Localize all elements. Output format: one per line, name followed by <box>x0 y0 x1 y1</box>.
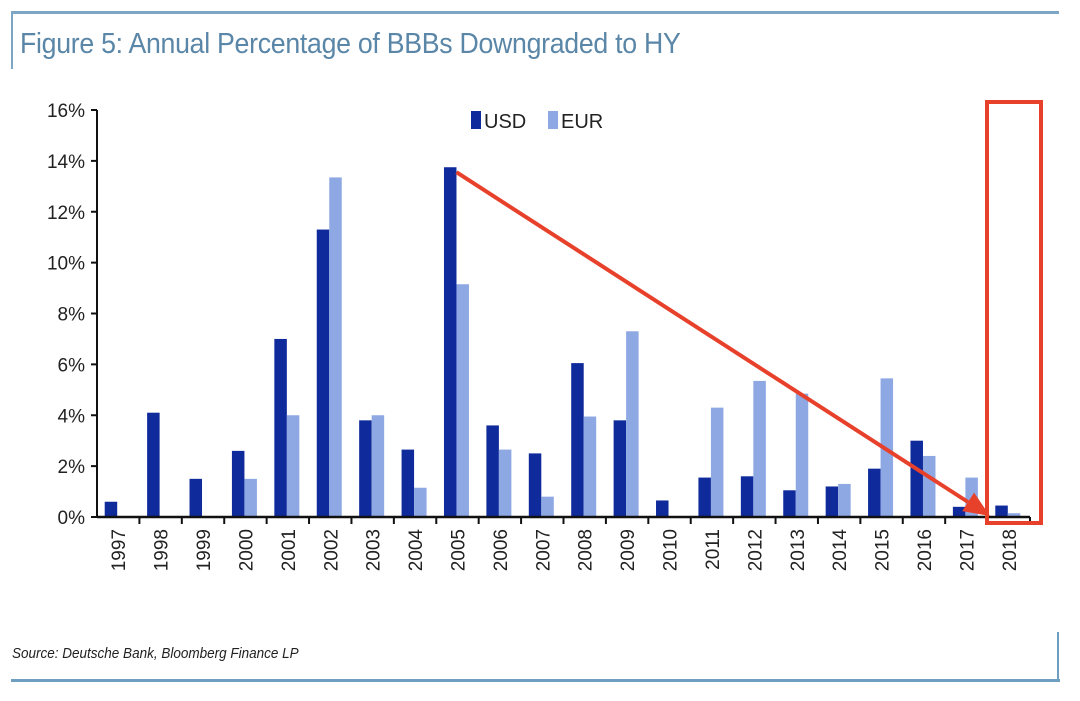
bar-eur-2002 <box>329 177 342 518</box>
bar-eur-2007 <box>541 496 554 517</box>
bar-usd-2014 <box>825 486 839 517</box>
bar-usd-2007 <box>528 453 542 517</box>
bar-usd-2017 <box>952 506 966 517</box>
bar-usd-2010 <box>656 500 669 517</box>
frame-bottom-rule <box>11 679 1060 682</box>
bar-eur-2006 <box>498 449 512 517</box>
x-tick-label: 1999 <box>194 529 215 571</box>
bar-usd-2015 <box>868 468 881 517</box>
x-tick-label: 2011 <box>703 529 724 570</box>
x-tick-label: 2000 <box>236 529 257 571</box>
bar-usd-2002 <box>316 229 330 517</box>
x-tick-label: 2012 <box>745 529 766 571</box>
x-tick-label: 2009 <box>618 529 639 571</box>
bar-eur-2009 <box>626 331 639 517</box>
y-tick-label: 4% <box>58 406 86 427</box>
bar-usd-2006 <box>486 425 499 517</box>
y-tick-label: 2% <box>58 457 86 478</box>
bar-eur-2005 <box>456 284 469 517</box>
chart-title: Figure 5: Annual Percentage of BBBs Down… <box>20 28 681 60</box>
x-tick-label: 2002 <box>321 529 342 571</box>
legend-label-eur: EUR <box>561 111 603 133</box>
bar-eur-2004 <box>414 487 427 517</box>
bar-usd-2003 <box>359 420 372 517</box>
bar-usd-2008 <box>571 363 584 517</box>
bar-usd-2016 <box>910 440 923 517</box>
y-tick-label: 10% <box>47 254 85 275</box>
y-tick-label: 12% <box>47 203 85 224</box>
y-tick-label: 0% <box>58 508 86 529</box>
x-tick-label: 2005 <box>448 529 469 571</box>
bar-eur-2012 <box>753 380 766 517</box>
bar-usd-2005 <box>443 167 457 517</box>
legend-swatch-eur <box>548 111 558 129</box>
bar-eur-2018 <box>1007 513 1021 517</box>
bar-usd-1999 <box>189 478 203 517</box>
bar-usd-2009 <box>613 420 627 517</box>
bar-usd-2001 <box>274 338 287 517</box>
frame-left-rule <box>11 11 13 69</box>
y-tick-label: 6% <box>58 355 86 376</box>
source-note: Source: Deutsche Bank, Bloomberg Finance… <box>12 645 299 662</box>
x-tick-label: 2004 <box>406 529 427 572</box>
bar-usd-2012 <box>740 476 754 517</box>
legend-swatch-usd <box>471 111 481 129</box>
x-tick-label: 1997 <box>109 529 130 571</box>
highlight-box-2018 <box>985 100 1043 525</box>
bar-usd-1997 <box>104 501 118 517</box>
x-tick-label: 2016 <box>915 529 936 571</box>
bar-eur-2000 <box>244 478 257 517</box>
bar-eur-2014 <box>838 483 851 517</box>
x-tick-label: 2007 <box>533 529 554 571</box>
bar-usd-2000 <box>231 450 245 517</box>
bar-usd-2011 <box>698 477 711 517</box>
x-tick-label: 2008 <box>576 529 597 571</box>
bar-eur-2008 <box>583 416 597 517</box>
bar-usd-2018 <box>995 505 1008 517</box>
x-tick-label: 2001 <box>279 529 300 571</box>
frame-top-rule <box>11 11 1059 14</box>
y-tick-label: 14% <box>47 152 85 173</box>
x-tick-label: 2018 <box>1000 529 1021 571</box>
bar-eur-2016 <box>922 455 936 517</box>
legend-label-usd: USD <box>484 111 526 133</box>
trend-arrowhead-icon <box>962 492 990 516</box>
frame-right-rule <box>1057 632 1059 680</box>
x-tick-label: 2010 <box>661 529 682 571</box>
bar-eur-2011 <box>710 407 724 517</box>
bar-eur-2013 <box>795 393 809 517</box>
x-tick-label: 2014 <box>830 529 851 572</box>
x-tick-label: 2017 <box>957 529 978 571</box>
x-tick-label: 2006 <box>491 529 512 571</box>
bar-usd-1998 <box>147 412 160 517</box>
x-tick-label: 1998 <box>152 529 173 571</box>
bar-usd-2013 <box>783 490 796 517</box>
bar-eur-2003 <box>371 415 385 517</box>
bar-eur-2001 <box>286 415 300 517</box>
bar-usd-2004 <box>401 449 415 517</box>
y-tick-label: 16% <box>47 101 85 122</box>
x-tick-label: 2013 <box>788 529 809 571</box>
x-tick-label: 2003 <box>364 529 385 571</box>
x-tick-label: 2015 <box>873 529 894 571</box>
trend-arrow-line <box>455 170 970 504</box>
y-tick-label: 8% <box>58 305 86 326</box>
